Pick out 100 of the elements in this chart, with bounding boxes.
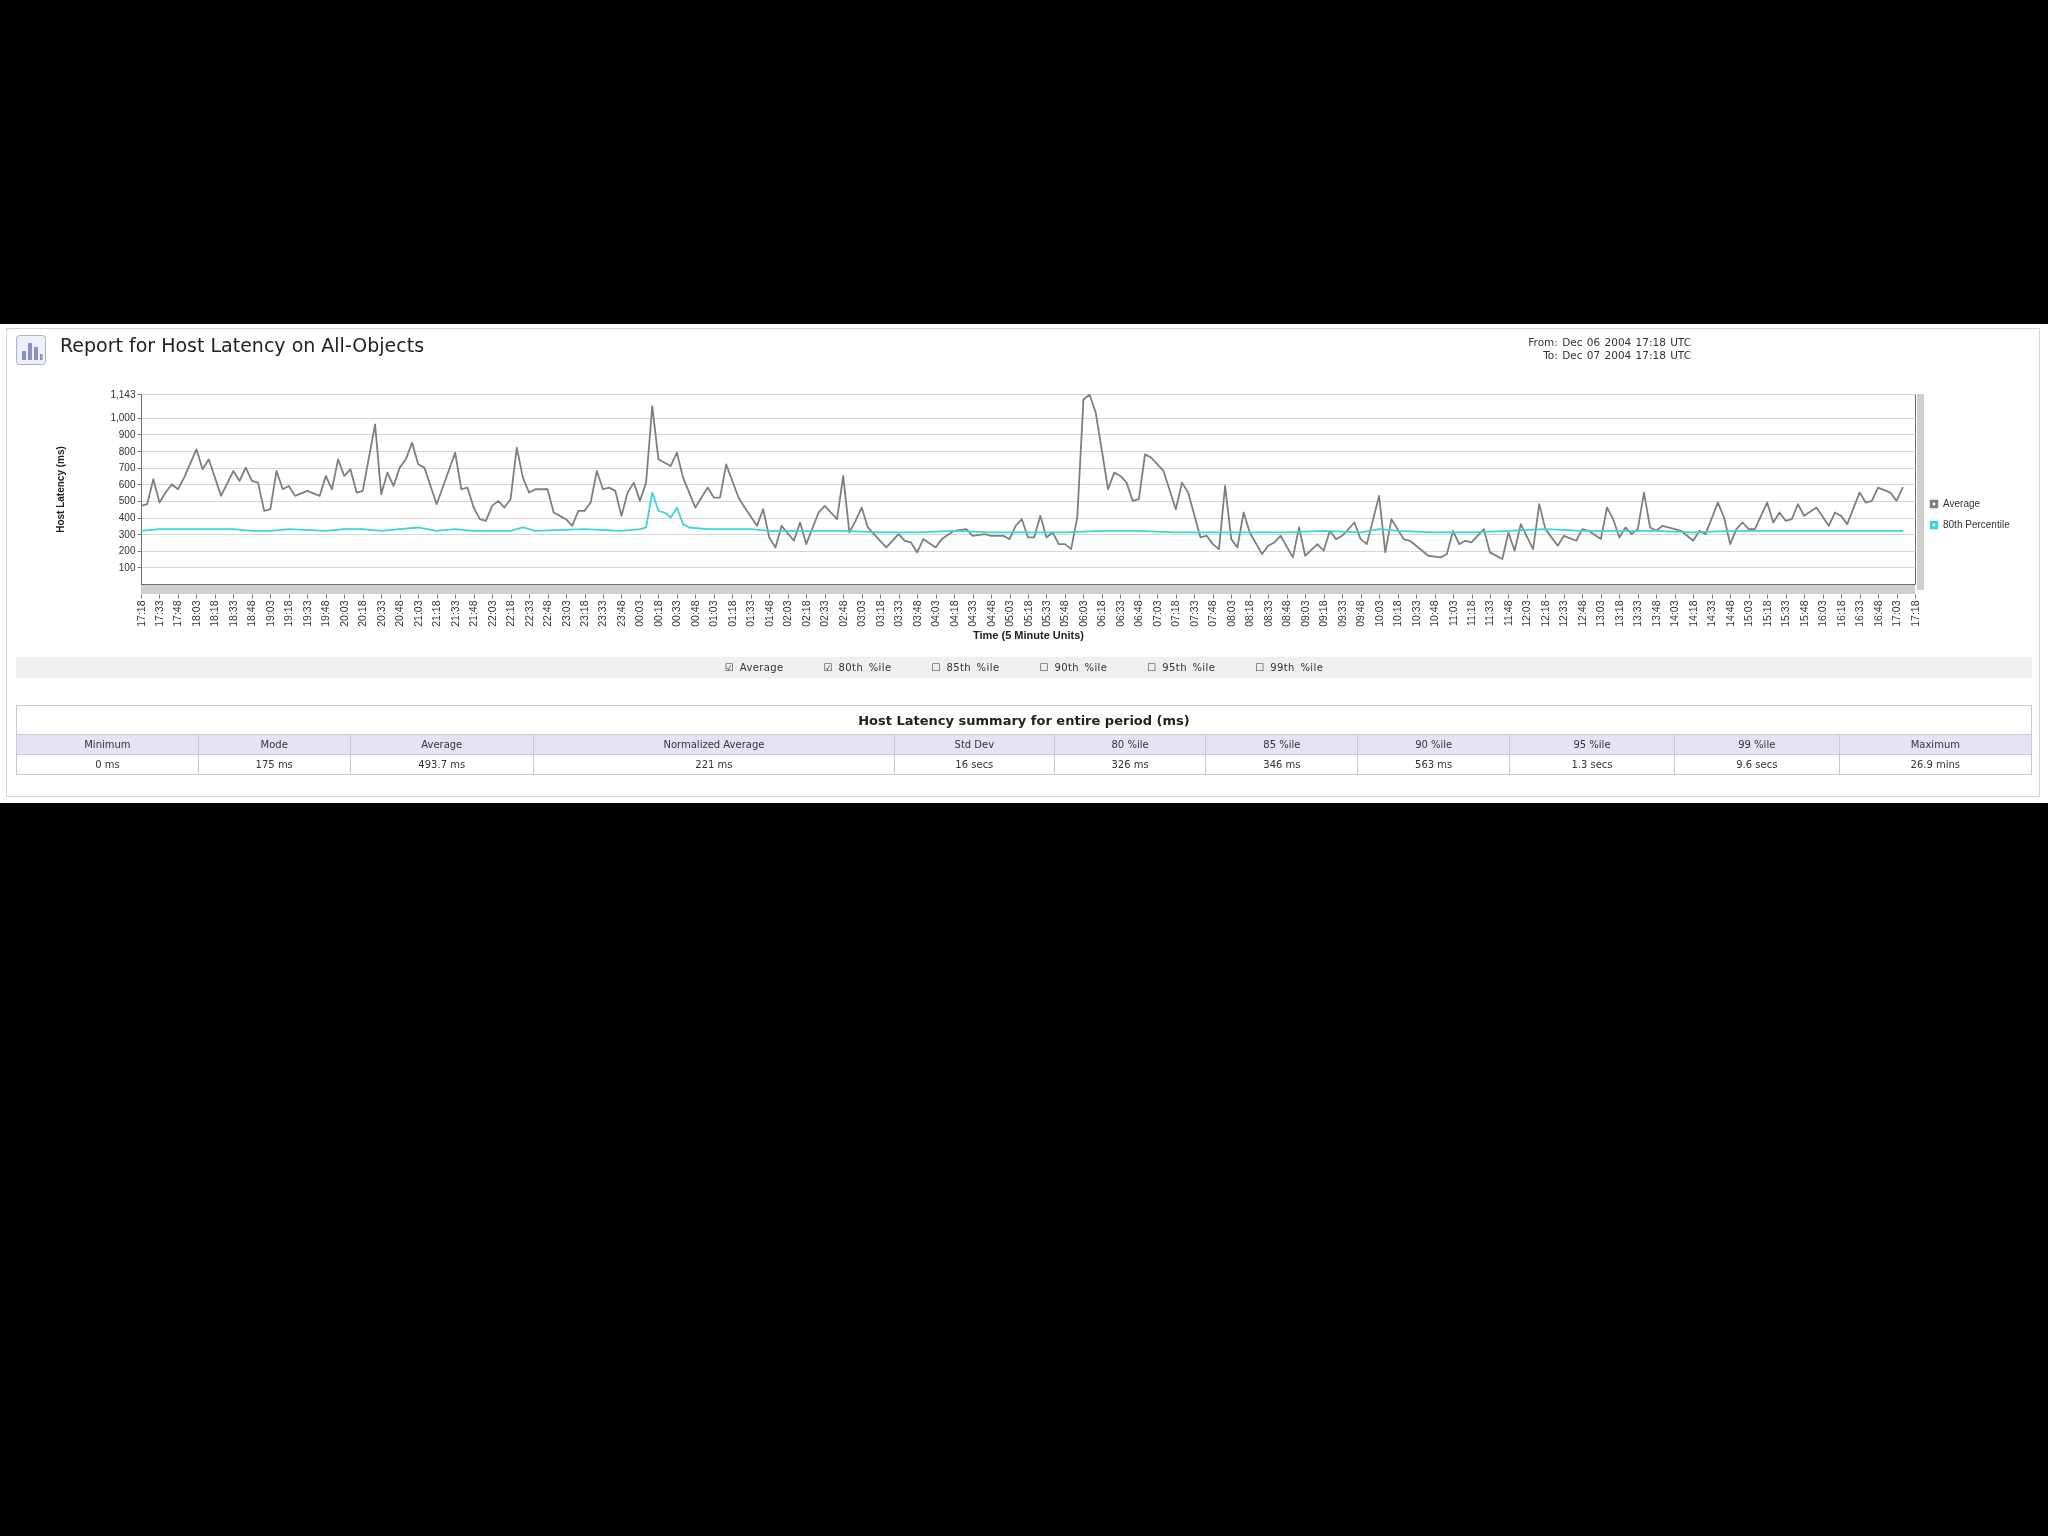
x-tick-label: 03:03 [855,600,868,627]
text: ☑ 80th %ile [823,662,892,673]
text: To: Dec 07 2004 17:18 UTC [1542,349,1691,362]
x-tick-label: 00:33 [670,600,683,627]
x-tick-label: 14:33 [1705,600,1718,627]
x-tick-label: 14:18 [1686,600,1699,627]
x-tick-label: 18:18 [208,600,221,627]
chart-title: Report for Host Latency on All-Objects [60,333,425,357]
x-tick-label: 07:33 [1187,600,1200,627]
x-tick-label: 16:48 [1871,600,1884,627]
legend-label: Average [1943,498,1981,509]
x-tick-label: 04:48 [984,600,997,627]
x-tick-label: 19:48 [319,600,332,627]
y-tick-label: 600 [118,478,136,490]
legend-label: 80th Percentile [1943,519,2011,530]
x-tick-label: 21:03 [411,600,424,627]
x-tick-label: 17:48 [171,600,184,627]
x-tick-label: 11:18 [1465,600,1477,626]
x-tick-label: 18:48 [245,600,258,627]
x-tick-label: 19:18 [282,600,295,627]
text: ☐ 85th %ile [931,662,1000,673]
x-tick-label: 08:18 [1243,600,1256,627]
x-tick-label: 05:03 [1003,600,1016,627]
x-tick-label: 17:18 [134,600,147,627]
x-tick-label: 06:33 [1113,600,1126,627]
x-tick-label: 01:33 [744,600,757,627]
x-tick-label: 10:03 [1372,600,1385,627]
y-tick-label: 100 [118,561,136,573]
text: 16 secs [894,754,1055,775]
text: ☐ 90th %ile [1039,662,1108,673]
text: 99 %ile [1674,734,1840,755]
x-tick-label: 09:33 [1335,600,1348,627]
text: 493.7 ms [350,754,534,775]
x-tick-label: 23:03 [559,600,572,627]
x-tick-label: 14:48 [1723,600,1736,627]
x-tick-label: 22:48 [541,600,554,627]
y-tick-label: 700 [118,462,136,474]
text: 80 %ile [1054,734,1206,755]
text: 1.3 secs [1509,754,1675,775]
x-tick-label: 03:18 [873,600,886,627]
y-tick-label: 300 [118,528,136,540]
x-tick-label: 00:18 [651,600,664,627]
x-tick-label: 23:33 [596,600,609,627]
x-tick-label: 11:03 [1446,600,1459,626]
line-series [141,394,1904,560]
x-tick-label: 12:18 [1538,600,1551,627]
x-tick-label: 20:03 [337,600,350,627]
text: ☑ Average [724,662,784,673]
text: 95 %ile [1509,734,1675,755]
x-tick-label: 15:48 [1797,600,1810,627]
x-tick-label: 06:03 [1076,600,1089,627]
x-tick-label: 22:33 [522,600,535,627]
text: 175 ms [198,754,351,775]
x-tick-label: 01:48 [762,600,775,627]
x-tick-label: 10:48 [1428,600,1441,627]
text: Maximum [1839,734,2032,755]
x-tick-label: 03:33 [892,600,905,627]
x-tick-label: 15:33 [1779,600,1792,627]
text: 326 ms [1054,754,1206,775]
y-tick-label: 800 [118,445,136,457]
x-tick-label: 06:18 [1095,600,1108,627]
x-tick-label: 16:03 [1816,600,1829,627]
x-tick-label: 23:18 [578,600,590,627]
x-tick-label: 08:03 [1224,600,1237,627]
text: Mode [198,734,351,755]
text: ☐ 99th %ile [1255,662,1324,673]
x-tick-label: 23:48 [614,600,627,627]
x-tick-label: 18:33 [226,600,239,627]
x-tick-label: 02:18 [799,600,812,627]
x-tick-label: 22:18 [504,600,517,627]
x-tick-label: 21:18 [430,600,443,627]
y-tick-label: 500 [118,495,136,507]
text: 0 ms [16,754,199,775]
y-tick-label: 900 [118,428,136,440]
x-tick-label: 02:33 [818,600,831,627]
x-tick-label: 19:33 [300,600,313,627]
x-tick-label: 05:48 [1058,600,1071,627]
x-tick-label: 11:33 [1483,600,1496,626]
x-tick-label: 00:48 [688,600,701,627]
text: Normalized Average [533,734,895,755]
x-tick-label: 12:48 [1575,600,1588,627]
x-tick-label: 05:18 [1021,600,1034,627]
text: 346 ms [1205,754,1358,775]
y-tick-label: 1,143 [110,388,136,400]
text: Std Dev [894,734,1055,755]
x-tick-label: 20:18 [356,600,369,627]
x-tick-label: 07:48 [1206,600,1219,627]
text: 85 %ile [1205,734,1358,755]
text: Minimum [16,734,199,755]
x-tick-label: 21:33 [448,600,461,627]
y-tick-label: 400 [118,512,136,524]
line-series [141,491,1904,534]
x-tick-label: 20:48 [393,600,406,627]
x-tick-label: 18:03 [189,600,202,627]
x-tick-label: 09:18 [1317,600,1330,627]
x-tick-label: 13:33 [1631,600,1644,627]
text: 221 ms [533,754,895,775]
x-tick-label: 14:03 [1668,600,1681,627]
y-tick-label: 1,000 [110,412,136,424]
x-tick-label: 09:03 [1298,600,1311,627]
